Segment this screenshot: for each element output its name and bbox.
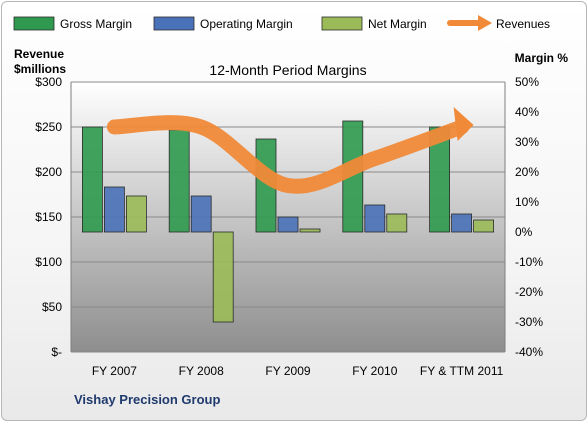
bar-net-margin [212,231,234,323]
legend-swatch-gross-margin [13,16,55,31]
left-tick-label: $250 [35,120,62,134]
bar-gross-margin [82,126,103,233]
legend-swatch-operating-margin [153,16,195,31]
right-tick-label: -20% [515,285,543,299]
left-tick-label: $300 [35,75,62,89]
bar-gross-margin [429,126,451,233]
bar-operating-margin [364,204,386,233]
right-tick-label: -40% [515,345,543,359]
bar-net-margin [299,228,321,233]
bar-net-margin [386,213,408,233]
bar-gross-margin [168,129,190,233]
legend-swatch-revenues-arrow [478,15,492,31]
right-tick-label: 30% [515,135,539,149]
bar-net-margin [126,195,147,233]
right-axis-label: Margin % [515,51,569,65]
x-tick-label: FY 2010 [352,364,397,378]
left-tick-label: $50 [42,300,62,314]
legend-label: Net Margin [368,17,427,31]
left-axis-label-line2: $millions [14,62,66,76]
right-tick-label: -10% [515,255,543,269]
x-tick-label: FY & TTM 2011 [420,364,504,378]
left-tick-label: $200 [35,165,62,179]
right-tick-label: -30% [515,315,543,329]
bar-operating-margin [190,195,212,233]
legend-label: Revenues [496,17,550,31]
bar-operating-margin [277,216,299,233]
left-tick-label: $100 [35,255,62,269]
legend-label: Gross Margin [60,17,132,31]
legend-label: Operating Margin [200,17,293,31]
right-tick-label: 20% [515,165,539,179]
right-tick-label: 50% [515,75,539,89]
bar-operating-margin [104,186,125,233]
x-tick-label: FY 2008 [179,364,224,378]
left-axis-label-line1: Revenue [14,47,64,61]
x-tick-label: FY 2009 [265,364,310,378]
left-tick-label: $- [51,345,62,359]
x-tick-label: FY 2007 [92,364,137,378]
left-tick-label: $150 [35,210,62,224]
bar-operating-margin [451,213,473,233]
right-tick-label: 10% [515,195,539,209]
right-tick-label: 40% [515,105,539,119]
legend-swatch-net-margin [321,16,363,31]
company-name: Vishay Precision Group [74,392,220,407]
right-tick-label: 0% [515,225,533,239]
chart-title: 12-Month Period Margins [209,62,366,78]
bar-net-margin [473,219,495,233]
revenues-arrowhead [453,107,474,141]
